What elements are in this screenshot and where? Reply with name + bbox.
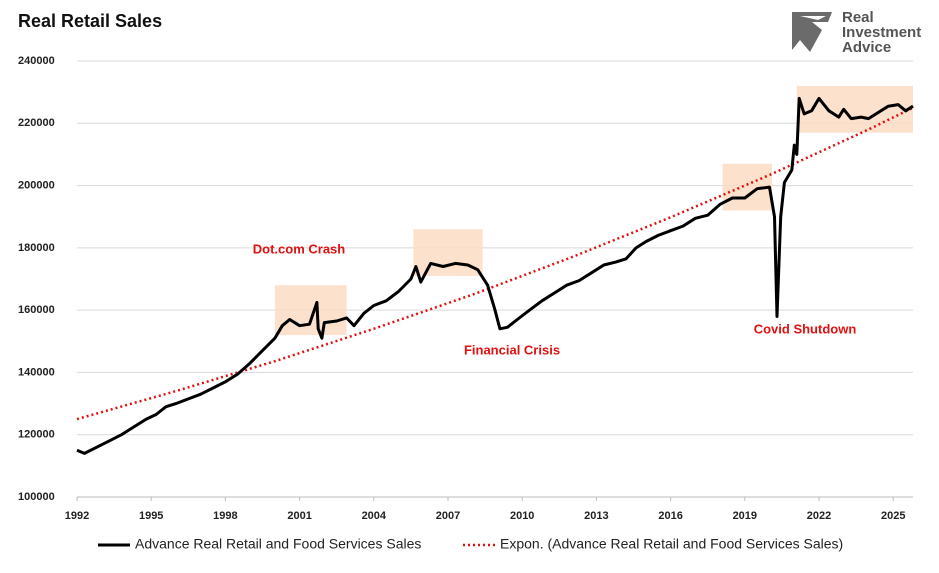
logo-icon [792, 12, 832, 52]
x-tick-label: 2007 [436, 510, 460, 522]
y-tick-label: 120000 [18, 429, 55, 441]
x-tick-label: 2025 [881, 510, 905, 522]
x-tick-label: 2022 [807, 510, 831, 522]
series-line [76, 96, 914, 455]
chart-title: Real Retail Sales [18, 11, 162, 31]
x-tick-label: 2010 [510, 510, 534, 522]
legend-label: Expon. (Advance Real Retail and Food Ser… [500, 536, 843, 552]
annotation: Financial Crisis [464, 342, 560, 357]
logo-text: Advice [842, 39, 891, 56]
highlight-region [274, 285, 347, 336]
y-tick-label: 100000 [18, 491, 55, 503]
logo: Real Investment Advice [792, 9, 921, 56]
y-tick-label: 200000 [18, 179, 55, 191]
x-tick-label: 2019 [733, 510, 757, 522]
annotation: Covid Shutdown [754, 321, 857, 336]
legend-label: Advance Real Retail and Food Services Sa… [135, 536, 421, 552]
x-tick-label: 1998 [213, 510, 237, 522]
y-tick-label: 160000 [18, 304, 55, 316]
x-tick-label: 2004 [362, 510, 387, 522]
highlight-region [413, 229, 483, 276]
x-tick-label: 1995 [139, 510, 163, 522]
logo-icon-detail [800, 16, 826, 20]
y-tick-label: 220000 [18, 117, 55, 129]
logo-text: Investment [842, 24, 921, 41]
highlight-region [796, 85, 913, 133]
annotation: Dot.com Crash [253, 241, 346, 256]
y-tick-label: 140000 [18, 366, 55, 378]
y-tick-label: 240000 [18, 55, 55, 67]
x-tick-label: 2013 [584, 510, 608, 522]
y-tick-label: 180000 [18, 242, 55, 254]
x-tick-label: 1992 [65, 510, 89, 522]
x-tick-label: 2001 [287, 510, 311, 522]
logo-text: Real [842, 9, 874, 26]
x-tick-label: 2016 [658, 510, 682, 522]
